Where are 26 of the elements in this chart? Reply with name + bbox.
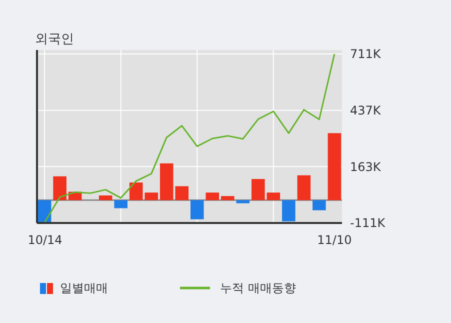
bar bbox=[252, 179, 265, 200]
chart-title: 외국인 bbox=[35, 32, 74, 47]
y-tick-label: 163K bbox=[350, 160, 382, 174]
bar bbox=[328, 133, 342, 200]
y-tick-label: 437K bbox=[350, 104, 382, 118]
y-tick-label: -111K bbox=[350, 216, 386, 230]
bar bbox=[38, 200, 52, 222]
bar bbox=[236, 200, 250, 204]
x-tick-label: 10/14 bbox=[28, 233, 62, 247]
bar bbox=[297, 175, 311, 200]
legend-label: 일별매매 bbox=[60, 281, 108, 296]
bar bbox=[98, 195, 112, 200]
bar bbox=[221, 196, 234, 200]
y-tick-label: 711K bbox=[350, 47, 382, 62]
bar bbox=[206, 192, 220, 200]
x-tick-label: 11/10 bbox=[317, 233, 352, 247]
bar bbox=[190, 200, 204, 220]
line-series bbox=[44, 53, 336, 224]
bar bbox=[129, 182, 143, 200]
bar bbox=[266, 192, 280, 200]
bar bbox=[312, 200, 326, 210]
legend-label: 누적 매매동향 bbox=[220, 281, 296, 296]
bar bbox=[282, 200, 296, 222]
bar bbox=[53, 176, 66, 200]
bar bbox=[114, 200, 128, 208]
bar bbox=[144, 192, 158, 200]
